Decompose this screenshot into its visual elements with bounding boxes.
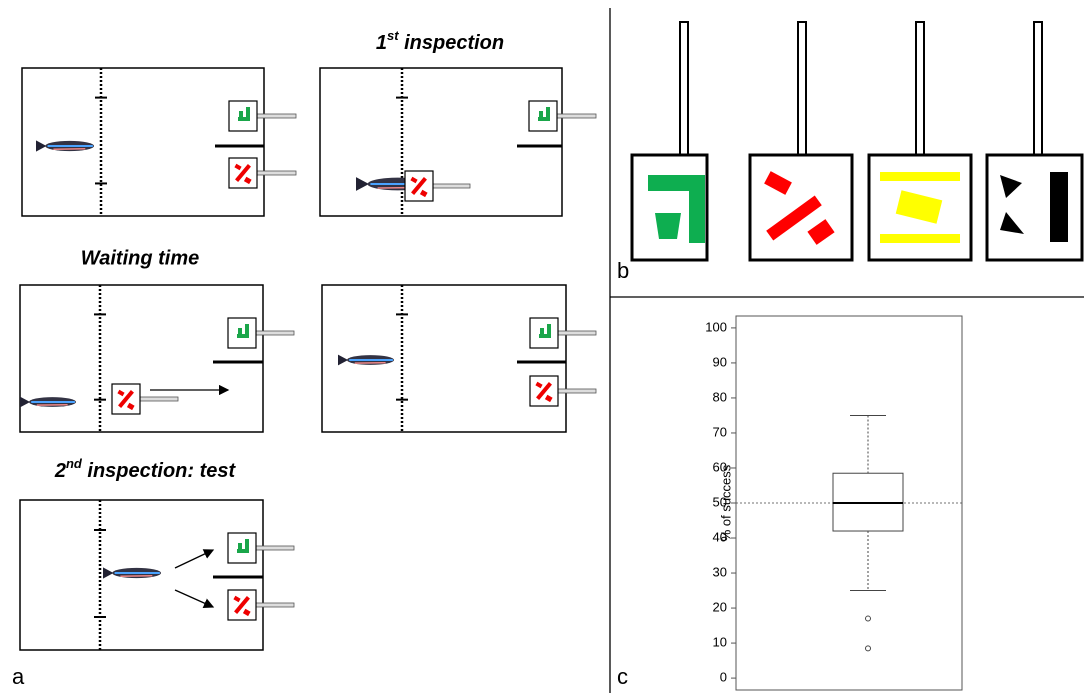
- handle: [680, 22, 688, 155]
- stimulus-rod: [433, 184, 470, 188]
- tank: [320, 68, 562, 216]
- y-tick-label: 80: [713, 389, 727, 404]
- stimulus-rod: [558, 331, 596, 335]
- stimulus-rod: [256, 546, 294, 550]
- stimulus-rod: [557, 114, 596, 118]
- step-title: Waiting time: [81, 247, 200, 269]
- figure: 1st inspection Waiting time 2nd inspecti…: [0, 0, 1084, 693]
- yellow-shape: [880, 172, 960, 181]
- stimulus-rod: [256, 331, 294, 335]
- panel-label: c: [617, 664, 628, 689]
- stimulus-rod: [257, 114, 296, 118]
- y-tick-label: 20: [713, 599, 727, 614]
- yellow-shape: [880, 234, 960, 243]
- handle: [916, 22, 924, 155]
- y-axis-label: % of success: [718, 464, 733, 541]
- tank: [20, 285, 263, 432]
- stimulus-rod: [257, 171, 296, 175]
- handle: [798, 22, 806, 155]
- y-tick-label: 30: [713, 564, 727, 579]
- stimulus-rod: [140, 397, 178, 401]
- stimulus-rod: [558, 389, 596, 393]
- panel-label: a: [12, 664, 25, 689]
- stimulus-rod: [256, 603, 294, 607]
- handle: [1034, 22, 1042, 155]
- outlier: [866, 616, 871, 621]
- y-tick-label: 70: [713, 424, 727, 439]
- green-shape: [655, 213, 681, 239]
- y-tick-label: 0: [720, 670, 727, 685]
- panel-label: b: [617, 258, 629, 283]
- y-tick-label: 100: [705, 319, 727, 334]
- y-tick-label: 90: [713, 354, 727, 369]
- black-shape: [1050, 172, 1068, 242]
- step-title: 1st inspection: [376, 28, 504, 54]
- step-title: 2nd inspection: test: [54, 456, 237, 482]
- outlier: [866, 646, 871, 651]
- y-tick-label: 10: [713, 635, 727, 650]
